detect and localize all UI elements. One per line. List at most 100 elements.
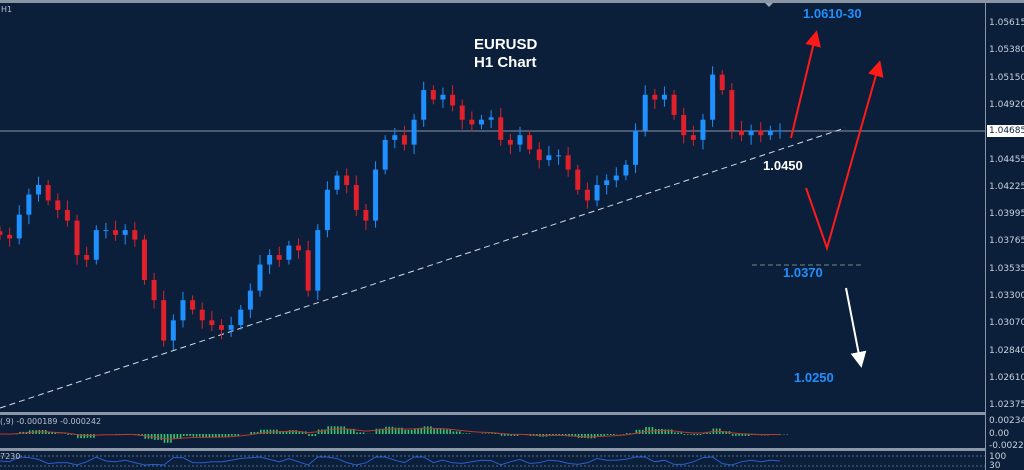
histogram-bar (667, 429, 670, 434)
histogram-bar (295, 430, 297, 434)
histogram-bar (439, 428, 442, 434)
candle (690, 125, 696, 146)
histogram-bar (263, 429, 265, 434)
histogram-bar (500, 434, 503, 436)
candle (652, 88, 658, 110)
histogram-bar (80, 434, 82, 439)
trendline[interactable] (0, 127, 846, 409)
histogram-bar (362, 432, 365, 434)
candle (594, 175, 600, 207)
oscillator-label: 7230 (0, 452, 21, 461)
histogram-bar (138, 434, 140, 435)
candle (681, 107, 687, 144)
panel-separator (0, 412, 985, 415)
histogram-bar (407, 429, 410, 434)
candle (710, 66, 716, 127)
histogram-bar (590, 434, 593, 439)
histogram-bar (629, 433, 631, 434)
price-tick-label: 1.02840 (989, 345, 1024, 356)
candle (238, 304, 244, 330)
histogram-bar (93, 434, 95, 438)
candle (729, 82, 735, 139)
histogram-bar (462, 433, 464, 434)
histogram-bar (574, 434, 577, 437)
support-label: 1.0450 (763, 158, 803, 173)
histogram-bar (179, 434, 182, 439)
candle (748, 124, 754, 145)
candle (151, 272, 157, 309)
candle (575, 164, 581, 195)
candle (613, 167, 619, 188)
price-tick-label: 1.02610 (989, 372, 1024, 383)
candle (642, 85, 648, 137)
histogram-bar (613, 434, 615, 436)
current-price-box (987, 125, 1024, 137)
histogram-bar (645, 427, 647, 434)
candle (334, 170, 340, 195)
histogram-bar (70, 434, 73, 435)
histogram-bar (157, 434, 159, 440)
candle (209, 310, 215, 332)
candle (421, 81, 427, 127)
candle (507, 133, 513, 155)
histogram-bar (725, 431, 728, 434)
candle (64, 200, 70, 227)
histogram-bar (375, 428, 378, 434)
chart-subtitle: H1 Chart (474, 54, 537, 71)
histogram-bar (738, 434, 740, 436)
signal-line (0, 427, 781, 440)
histogram-bar (426, 426, 429, 434)
histogram-bar (349, 428, 352, 434)
histogram-bar (683, 434, 686, 435)
histogram-bar (664, 429, 667, 434)
histogram-bar (414, 428, 416, 434)
price-tick-label: 1.03765 (989, 236, 1024, 247)
candles (0, 66, 783, 350)
histogram-bar (359, 432, 362, 434)
histogram-bar (51, 432, 53, 434)
panel-separator (0, 448, 985, 451)
histogram-bar (420, 428, 423, 434)
histogram-bar (722, 431, 724, 434)
candle (93, 225, 99, 265)
histogram-bar (266, 429, 269, 434)
histogram-bar (516, 434, 519, 436)
price-tick-label: 1.05615 (989, 18, 1024, 28)
macd-tick: 0.00 (989, 429, 1010, 439)
histogram-bar (48, 432, 50, 434)
histogram-bar (674, 432, 676, 434)
histogram-bar (253, 431, 256, 434)
candle (382, 135, 388, 175)
histogram-bar (494, 433, 496, 434)
histogram-bar (186, 434, 188, 436)
target-low-label: 1.0250 (794, 370, 834, 385)
histogram-bar (301, 431, 304, 434)
candle (401, 125, 407, 151)
histogram-bar (658, 428, 660, 434)
candle (373, 161, 379, 228)
candle (488, 110, 494, 129)
macd-label: (,9) -0.000189 -0.000242 (0, 417, 102, 426)
candle (218, 319, 224, 340)
histogram-bar (231, 434, 233, 436)
histogram-bar (333, 426, 336, 434)
histogram-bar (600, 434, 602, 436)
candle (7, 227, 13, 247)
histogram-bar (555, 434, 557, 436)
histogram-bar (314, 434, 317, 437)
histogram-bar (625, 433, 628, 434)
histogram-bar (410, 429, 413, 434)
candle (45, 180, 51, 206)
candle (738, 120, 744, 142)
candle (74, 214, 80, 265)
candle (392, 128, 398, 149)
candle (276, 246, 282, 267)
histogram-bar (401, 427, 403, 434)
histogram-bar (298, 431, 301, 434)
histogram-bar (288, 430, 291, 434)
histogram-bar (320, 429, 323, 434)
histogram-bar (404, 429, 407, 434)
histogram-bar (468, 433, 471, 434)
